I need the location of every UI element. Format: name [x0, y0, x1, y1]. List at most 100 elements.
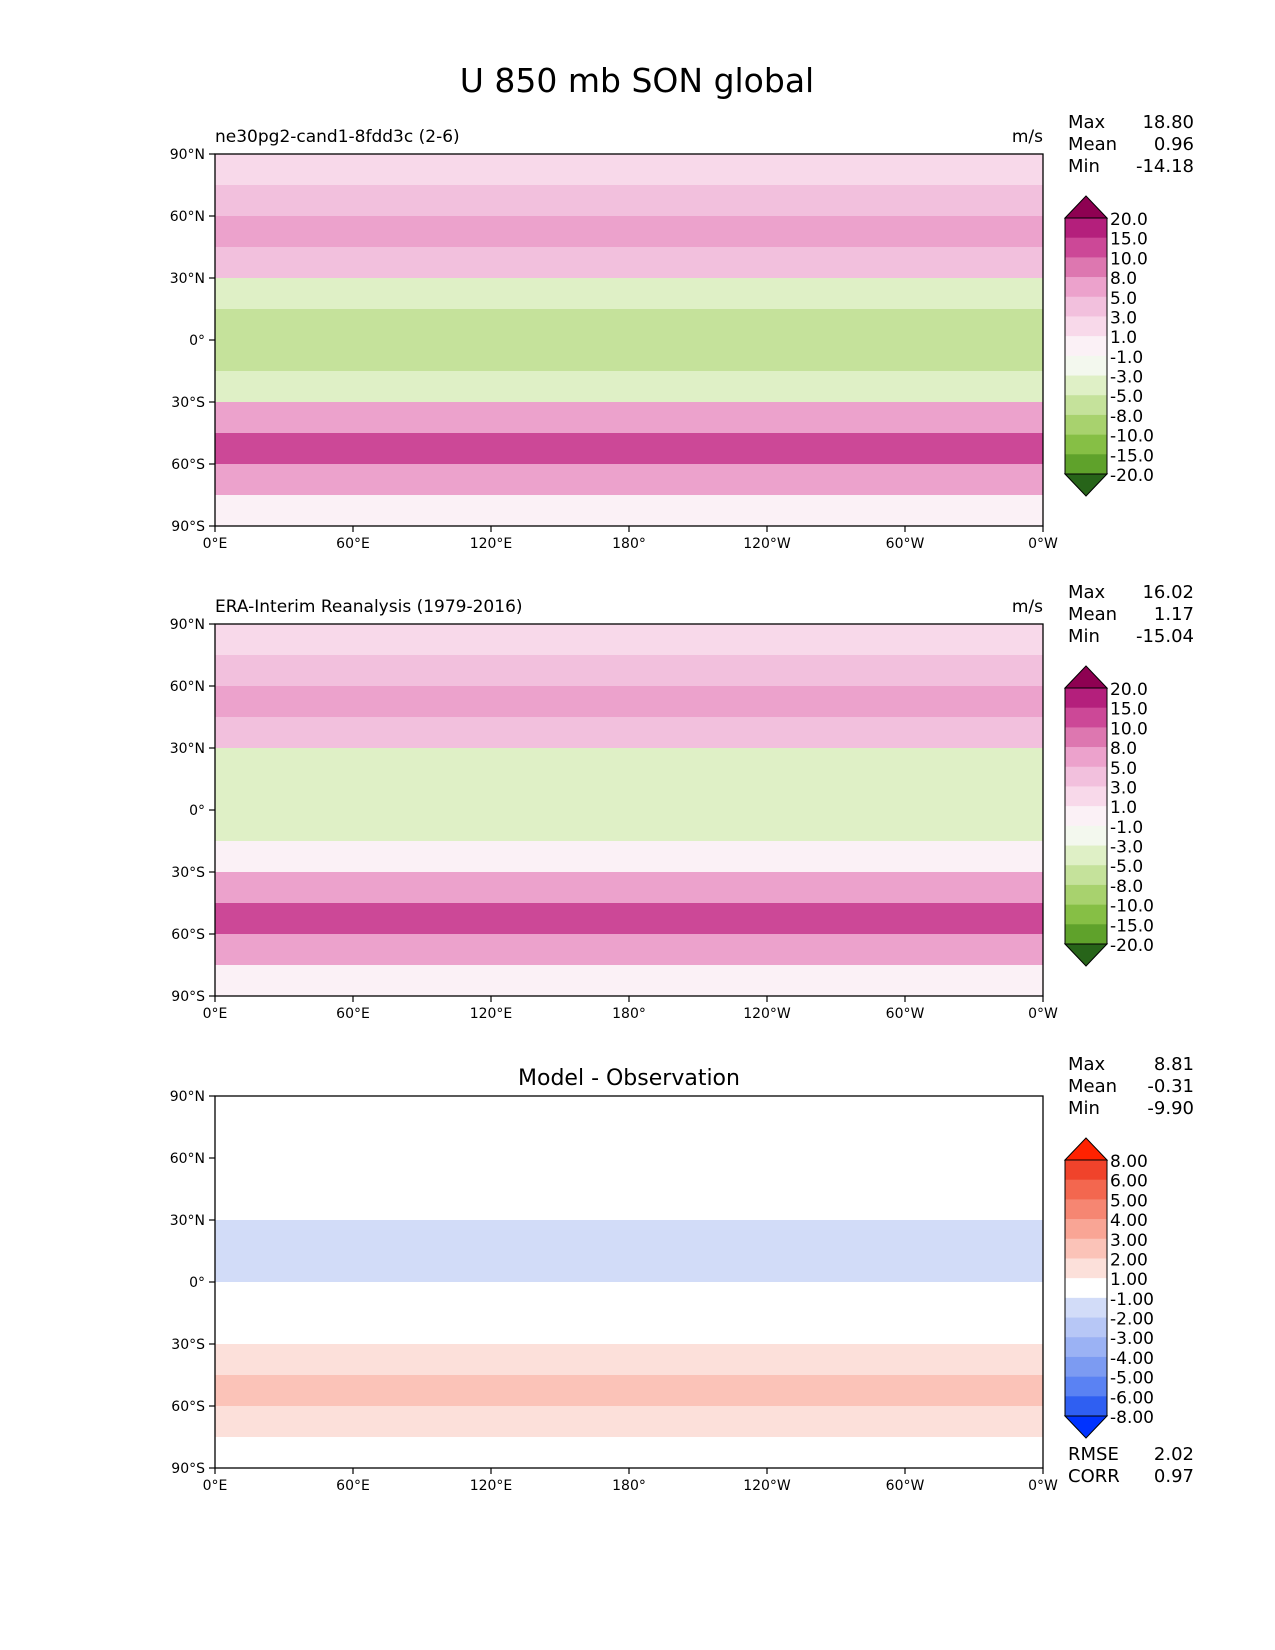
zonal-band	[215, 655, 1043, 687]
colorbar-segment	[1065, 1238, 1107, 1259]
y-tick-label: 30°S	[171, 865, 205, 881]
colorbar-tick-label: 10.0	[1110, 719, 1148, 739]
stat-value: 1.17	[1154, 604, 1194, 625]
colorbar-tick-label: -10.0	[1110, 427, 1154, 447]
colorbar-tick-label: -5.0	[1110, 857, 1143, 877]
stat-label: Max	[1068, 1054, 1106, 1075]
y-tick-label: 30°N	[170, 741, 205, 757]
zonal-band	[215, 340, 1043, 372]
stat-value: 18.80	[1142, 112, 1194, 133]
stat-label: Min	[1068, 156, 1100, 177]
colorbar-tick-label: -8.0	[1110, 407, 1143, 427]
zonal-band	[215, 402, 1043, 434]
colorbar-tick-label: 3.0	[1110, 308, 1137, 328]
colorbar-segment	[1065, 395, 1107, 416]
x-tick-label: 60°E	[336, 1478, 370, 1494]
y-tick-label: 0°	[189, 1275, 205, 1291]
y-tick-label: 30°S	[171, 1337, 205, 1353]
stat-label: Min	[1068, 1098, 1100, 1119]
colorbar-segment	[1065, 257, 1107, 278]
colorbar-tick-label: 8.0	[1110, 739, 1137, 759]
x-tick-label: 120°E	[470, 1478, 513, 1494]
colorbar-tick-label: -4.00	[1110, 1349, 1154, 1369]
colorbar-extend-min	[1063, 943, 1109, 967]
stat-value: 8.81	[1154, 1054, 1194, 1075]
zonal-band	[215, 934, 1043, 966]
colorbar-tick-label: 10.0	[1110, 249, 1148, 269]
colorbar-tick-label: 5.00	[1110, 1191, 1148, 1211]
stat-label: Min	[1068, 626, 1100, 647]
zonal-band	[215, 686, 1043, 718]
metric-value: 0.97	[1154, 1466, 1194, 1487]
colorbar-tick-label: -3.00	[1110, 1329, 1154, 1349]
x-tick-label: 60°W	[886, 1006, 925, 1022]
zonal-band	[215, 1251, 1043, 1283]
colorbar-segment	[1065, 865, 1107, 886]
metric-value: 2.02	[1154, 1444, 1194, 1465]
zonal-band	[215, 278, 1043, 310]
colorbar-extend-max	[1063, 665, 1109, 689]
colorbar-segment	[1065, 1219, 1107, 1240]
units-label: m/s	[1012, 597, 1043, 617]
stat-label: Mean	[1068, 604, 1117, 625]
colorbar-tick-label: 5.0	[1110, 759, 1137, 779]
zonal-band	[215, 1158, 1043, 1190]
zonal-band	[215, 309, 1043, 341]
stat-label: Mean	[1068, 134, 1117, 155]
zonal-band	[215, 464, 1043, 496]
colorbar-tick-label: -8.00	[1110, 1408, 1154, 1428]
y-tick-label: 90°S	[171, 1461, 205, 1477]
zonal-band	[215, 841, 1043, 873]
y-tick-label: 30°S	[171, 395, 205, 411]
x-tick-label: 60°E	[336, 1006, 370, 1022]
zonal-band	[215, 872, 1043, 904]
stat-label: Max	[1068, 582, 1106, 603]
colorbar-tick-label: -1.0	[1110, 818, 1143, 838]
panel-test: 90°N 60°N 30°N 0° 30°S 60°S 90°S0°E 60°E 120°E 18…	[170, 112, 1194, 552]
colorbar-segment	[1065, 1337, 1107, 1358]
colorbar-segment	[1065, 1376, 1107, 1397]
colorbar-segment	[1065, 904, 1107, 925]
x-tick-label: 120°W	[743, 1006, 791, 1022]
y-tick-label: 60°N	[170, 679, 205, 695]
y-tick-label: 30°N	[170, 271, 205, 287]
y-tick-label: 60°S	[171, 927, 205, 943]
x-tick-label: 60°E	[336, 536, 370, 552]
y-tick-label: 60°S	[171, 457, 205, 473]
colorbar-segment	[1065, 336, 1107, 357]
figure-title: U 850 mb SON global	[460, 61, 814, 100]
colorbar-frame	[1064, 217, 1108, 475]
panel-ref: 90°N 60°N 30°N 0° 30°S 60°S 90°S0°E 60°E 120°E 18…	[170, 582, 1194, 1022]
colorbar-extend-max	[1063, 1137, 1109, 1161]
zonal-band	[215, 748, 1043, 780]
x-tick-label: 0°E	[203, 1478, 228, 1494]
colorbar-segment	[1065, 1317, 1107, 1338]
colorbar-tick-label: -20.0	[1110, 466, 1154, 486]
x-tick-label: 180°	[612, 536, 646, 552]
colorbar-segment	[1065, 277, 1107, 298]
colorbar-tick-label: -3.0	[1110, 368, 1143, 388]
zonal-band	[215, 1375, 1043, 1407]
colorbar-tick-label: 2.00	[1110, 1250, 1148, 1270]
colorbar-tick-label: 1.00	[1110, 1270, 1148, 1290]
zonal-band	[215, 185, 1043, 217]
zonal-band	[215, 495, 1043, 527]
colorbar-segment	[1065, 825, 1107, 846]
zonal-band	[215, 1282, 1043, 1314]
zonal-band	[215, 1313, 1043, 1345]
colorbar-segment	[1065, 355, 1107, 376]
colorbar-extend-max	[1063, 195, 1109, 219]
colorbar-frame	[1064, 1159, 1108, 1417]
colorbar-tick-label: 20.0	[1110, 680, 1148, 700]
y-tick-label: 60°S	[171, 1399, 205, 1415]
y-tick-label: 0°	[189, 333, 205, 349]
colorbar-segment	[1065, 884, 1107, 905]
colorbar-segment	[1065, 434, 1107, 455]
colorbar-tick-label: 15.0	[1110, 700, 1148, 720]
metric-label: CORR	[1068, 1466, 1120, 1487]
stat-label: Mean	[1068, 1076, 1117, 1097]
colorbar-segment	[1065, 766, 1107, 787]
colorbar-tick-label: -6.00	[1110, 1388, 1154, 1408]
colorbar-tick-label: 8.00	[1110, 1152, 1148, 1172]
